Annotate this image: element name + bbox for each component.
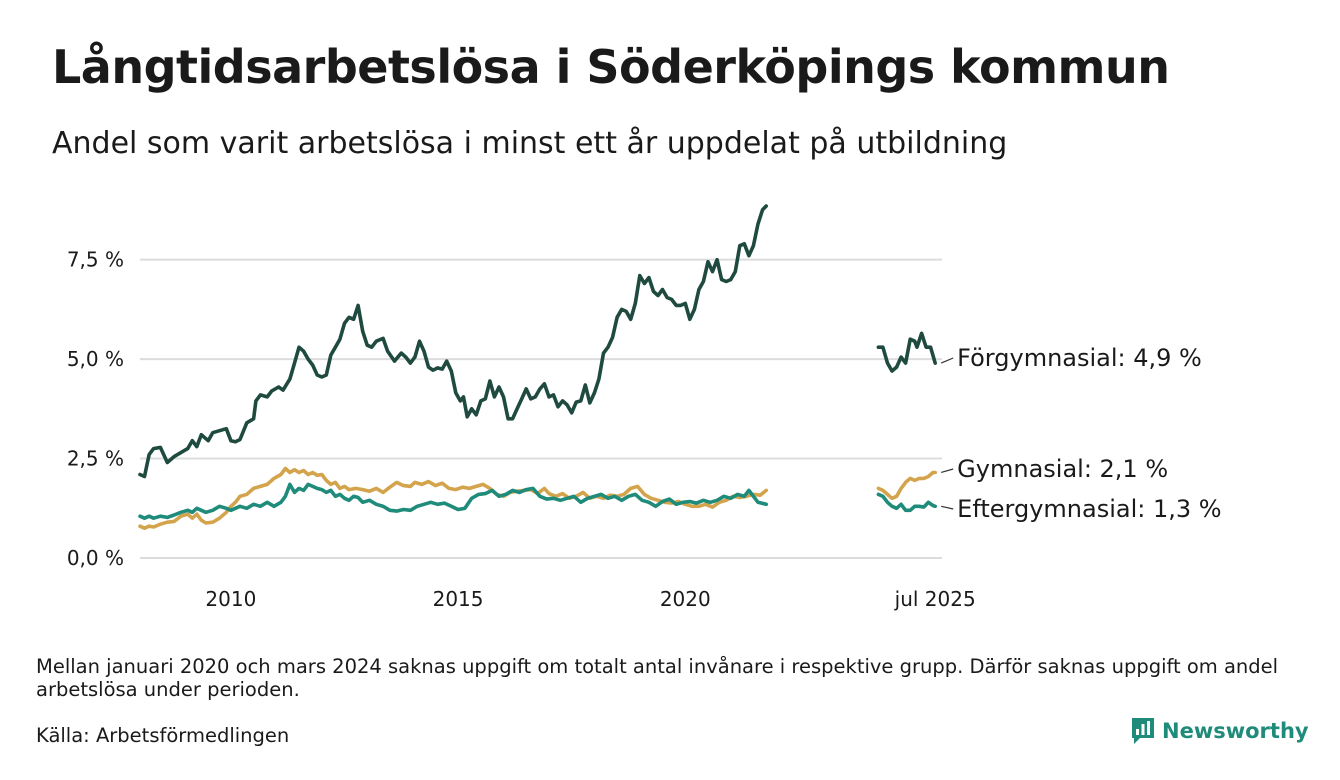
footnote: Mellan januari 2020 och mars 2024 saknas… — [36, 655, 1279, 701]
chart-title: Långtidsarbetslösa i Söderköpings kommun — [52, 40, 1170, 94]
brand-logo: Newsworthy — [1130, 716, 1309, 746]
end-label-leader — [940, 357, 954, 364]
end-label-gymnasial: Gymnasial: 2,1 % — [957, 455, 1168, 483]
brand-name: Newsworthy — [1162, 719, 1309, 743]
series-lines — [138, 204, 937, 530]
series-line-gymnasial-1 — [876, 470, 937, 501]
series-line-eftergymnasial-1 — [876, 492, 937, 513]
x-tick-label: 2010 — [205, 587, 256, 611]
series-line-eftergymnasial-0 — [138, 482, 768, 520]
end-label-eftergymnasial: Eftergymnasial: 1,3 % — [957, 495, 1221, 523]
end-labels: Förgymnasial: 4,9 % Gymnasial: 2,1 % Efter… — [940, 344, 1222, 523]
end-label-förgymnasial: Förgymnasial: 4,9 % — [957, 344, 1202, 372]
series-line-förgymnasial-1 — [876, 331, 937, 373]
source-note: Källa: Arbetsförmedlingen — [36, 724, 290, 747]
series-line-gymnasial-0 — [138, 466, 768, 530]
y-tick-label: 0,0 % — [67, 546, 124, 570]
y-tick-label: 2,5 % — [67, 447, 124, 471]
end-label-leader — [941, 468, 954, 474]
x-tick-label: jul 2025 — [894, 587, 976, 611]
grid-lines — [140, 258, 942, 559]
series-line-förgymnasial-0 — [138, 204, 768, 479]
y-tick-label: 5,0 % — [67, 347, 124, 371]
y-tick-label: 7,5 % — [67, 248, 124, 272]
bar-chart-logo-icon — [1132, 718, 1154, 744]
axis-ticks: 0,0 % 2,5 % 5,0 % 7,5 % 2010 2015 2020 jul 2025 — [67, 248, 976, 611]
line-chart: 0,0 % 2,5 % 5,0 % 7,5 % 2010 2015 2020 jul 2025… — [67, 204, 1222, 611]
chart-subtitle: Andel som varit arbetslösa i minst ett å… — [52, 126, 1008, 161]
x-tick-label: 2020 — [660, 587, 711, 611]
end-label-leader — [941, 505, 954, 510]
x-tick-label: 2015 — [433, 587, 484, 611]
